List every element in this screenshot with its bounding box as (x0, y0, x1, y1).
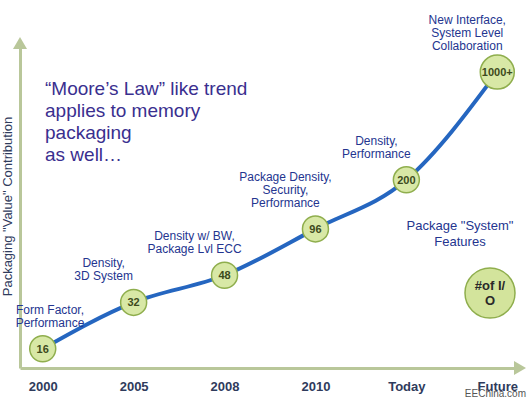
point-annotation-line: Density, (82, 256, 124, 270)
point-annotation: Density w/ BW,Package Lvl ECC (148, 229, 242, 256)
side-annotation-line: Package "System" (407, 218, 514, 233)
x-tick: 2008 (211, 368, 240, 394)
data-label: 96 (309, 223, 321, 235)
side-marker (465, 268, 515, 318)
side-annotation-line: Features (434, 234, 486, 249)
text-layer: 163248962001000+Form Factor,PerformanceD… (16, 13, 526, 399)
side-annotation: Package "System"Features (407, 218, 514, 249)
data-label: 48 (218, 269, 230, 281)
point-annotation-line: Performance (251, 196, 320, 210)
data-label: 200 (397, 174, 415, 186)
point-annotation: Density,3D System (74, 256, 133, 283)
point-annotation-line: 3D System (74, 269, 133, 283)
x-tick-label: 2008 (211, 379, 240, 394)
chart-svg: 2000200520082010TodayFuturePackaging "Va… (0, 0, 528, 399)
chart-title: “Moore’s Law” like trendapplies to memor… (45, 78, 247, 165)
trend-line (43, 72, 498, 349)
data-label: 1000+ (482, 66, 513, 78)
y-axis-arrow (13, 37, 27, 49)
plot-marks (30, 55, 515, 362)
chart-title-line: “Moore’s Law” like trend (45, 78, 247, 99)
chart-title-line: applies to memory (45, 100, 201, 121)
data-label: 32 (128, 296, 140, 308)
point-annotation-line: Performance (342, 147, 411, 161)
side-marker-text: #of I/O (475, 278, 506, 308)
y-axis-title: Packaging "Value" Contribution (0, 117, 15, 297)
point-annotation: New Interface,System LevelCollaboration (429, 13, 506, 53)
x-axis: 2000200520082010TodayFuture (21, 368, 521, 394)
side-marker-text-line: O (485, 293, 495, 308)
point-marker (302, 216, 328, 242)
x-tick-label: 2005 (120, 379, 149, 394)
side-marker-text-line: #of I/ (475, 278, 506, 293)
x-axis-arrow (514, 361, 526, 375)
x-tick-label: 2000 (29, 379, 58, 394)
x-tick-label: Today (388, 379, 426, 394)
point-marker (121, 289, 147, 315)
x-axis-line (21, 367, 521, 370)
point-annotation: Density,Performance (342, 134, 411, 161)
x-tick-label: 2010 (301, 379, 330, 394)
point-annotation-line: System Level (431, 26, 503, 40)
chart-title-line: as well… (45, 144, 122, 165)
point-marker (212, 262, 238, 288)
point-annotation-line: New Interface, (429, 13, 506, 27)
point-annotation-line: Density w/ BW, (154, 229, 235, 243)
point-marker (393, 167, 419, 193)
point-annotation-line: Package Density, (239, 170, 332, 184)
watermark: EEChina.com (465, 388, 526, 399)
point-annotation-line: Security, (263, 183, 309, 197)
x-tick: 2005 (120, 368, 149, 394)
point-annotation-line: Performance (16, 316, 85, 330)
point-annotation: Form Factor,Performance (16, 303, 85, 330)
point-annotation-line: Collaboration (432, 39, 503, 53)
point-annotation: Package Density,Security,Performance (239, 170, 332, 210)
point-marker (480, 55, 514, 89)
x-tick: 2000 (29, 368, 58, 394)
data-label: 16 (37, 343, 49, 355)
point-annotation-line: Package Lvl ECC (148, 242, 242, 256)
chart-title-line: packaging (45, 122, 132, 143)
point-marker (30, 336, 56, 362)
x-tick: Today (388, 368, 426, 394)
point-annotation-line: Form Factor, (16, 303, 84, 317)
x-tick: 2010 (301, 368, 330, 394)
point-annotation-line: Density, (355, 134, 397, 148)
